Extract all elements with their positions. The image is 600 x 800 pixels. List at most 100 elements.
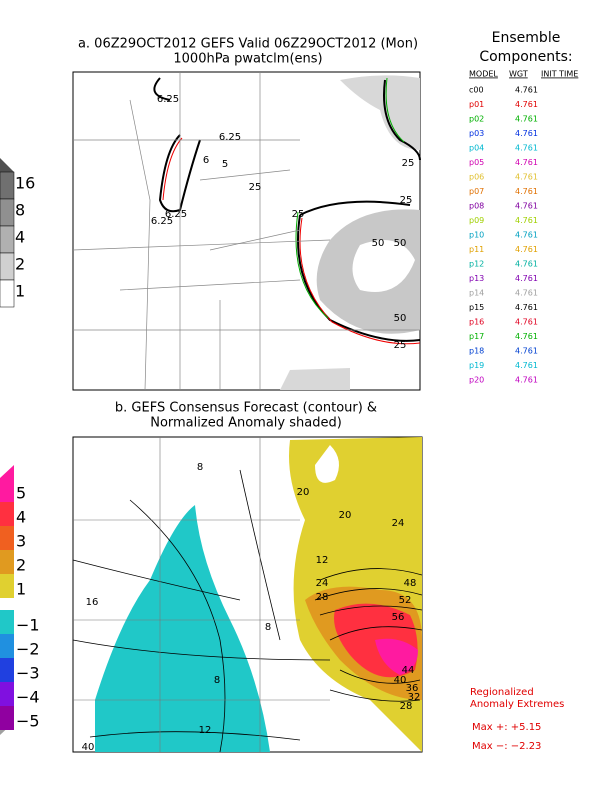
- contour-label: 25: [394, 340, 407, 351]
- contour-label: 5: [222, 159, 228, 170]
- model-name: c00: [469, 86, 484, 95]
- colorbar-cell: [0, 252, 15, 281]
- contour-label: 50: [394, 313, 407, 324]
- weight: 4.761: [515, 86, 538, 95]
- weight: 4.761: [515, 115, 538, 124]
- contour-label: 6.25: [165, 209, 187, 220]
- model-name: p11: [469, 245, 484, 254]
- weight: 4.761: [515, 100, 538, 109]
- title: Normalized Anomaly shaded): [150, 416, 342, 431]
- colorbar-b: [0, 465, 14, 735]
- table-header: INIT TIME: [541, 70, 578, 79]
- colorbar-cell: [0, 198, 15, 227]
- colorbar-cell: [0, 279, 15, 308]
- title: a. 06Z29OCT2012 GEFS Valid 06Z29OCT2012 …: [78, 37, 418, 52]
- colorbar-cell: [0, 658, 14, 682]
- contour-label: 6.25: [151, 216, 173, 227]
- contour-label: 28: [316, 592, 329, 603]
- contour-label: 8: [265, 622, 271, 633]
- table-header: MODEL: [469, 70, 498, 79]
- contour-label: 6: [203, 155, 209, 166]
- colorbar-label: 16: [15, 174, 35, 193]
- weight: 4.761: [515, 347, 538, 356]
- weight: 4.761: [515, 202, 538, 211]
- model-name: p20: [469, 376, 484, 385]
- max-minus: Max −: −2.23: [472, 741, 541, 752]
- weight: 4.761: [515, 245, 538, 254]
- colorbar-cell: [0, 478, 14, 502]
- table-header: WGT: [509, 70, 528, 79]
- colorbar-cell: [0, 706, 14, 730]
- colorbar-label: 4: [16, 508, 26, 527]
- model-name: p16: [469, 318, 484, 327]
- weight: 4.761: [515, 332, 538, 341]
- colorbar-label: 4: [15, 228, 25, 247]
- colorbar-a: [0, 158, 15, 308]
- weight: 4.761: [515, 158, 538, 167]
- contour-label: 25: [400, 195, 413, 206]
- legend-title: Components:: [479, 49, 572, 65]
- model-name: p03: [469, 129, 484, 138]
- legend-title: Ensemble: [492, 30, 561, 46]
- contour-label: 48: [404, 578, 417, 589]
- model-name: p17: [469, 332, 484, 341]
- model-name: p06: [469, 173, 484, 182]
- title: b. GEFS Consensus Forecast (contour) &: [115, 401, 377, 416]
- contour-label: 12: [199, 725, 212, 736]
- model-name: p04: [469, 144, 484, 153]
- colorbar-label: 5: [16, 484, 26, 503]
- contour-label: 52: [399, 595, 412, 606]
- model-name: p05: [469, 158, 484, 167]
- colorbar-label: 2: [16, 556, 26, 575]
- weight: 4.761: [515, 173, 538, 182]
- model-name: p14: [469, 289, 484, 298]
- model-name: p08: [469, 202, 484, 211]
- contour-label: 40: [394, 675, 407, 686]
- model-name: p15: [469, 303, 484, 312]
- colorbar-label: 2: [15, 255, 25, 274]
- contour-label: 50: [372, 238, 385, 249]
- contour-label: 25: [292, 209, 305, 220]
- contour-label: 44: [402, 665, 415, 676]
- colorbar-cell: [0, 502, 14, 526]
- weight: 4.761: [515, 216, 538, 225]
- model-name: p02: [469, 115, 484, 124]
- colorbar-cell: [0, 171, 15, 200]
- model-name: p13: [469, 274, 484, 283]
- contour-label: 8: [197, 462, 203, 473]
- model-name: p10: [469, 231, 484, 240]
- colorbar-cell: [0, 574, 14, 598]
- colorbar-label: −3: [16, 664, 40, 683]
- weight: 4.761: [515, 303, 538, 312]
- weight: 4.761: [515, 318, 538, 327]
- colorbar-label: 1: [15, 282, 25, 301]
- model-name: p19: [469, 361, 484, 370]
- colorbar-label: 1: [16, 580, 26, 599]
- weight: 4.761: [515, 187, 538, 196]
- contour-label: 24: [316, 578, 329, 589]
- weight: 4.761: [515, 260, 538, 269]
- model-name: p18: [469, 347, 484, 356]
- map-a: [72, 71, 421, 391]
- model-name: p07: [469, 187, 484, 196]
- colorbar-cell: [0, 682, 14, 706]
- contour-label: 24: [392, 518, 405, 529]
- colorbar-label: 3: [16, 532, 26, 551]
- contour-label: 28: [400, 701, 413, 712]
- contour-label: 6.25: [219, 132, 241, 143]
- contour-label: 36: [406, 683, 419, 694]
- weight: 4.761: [515, 231, 538, 240]
- weight: 4.761: [515, 144, 538, 153]
- contour-label: 25: [402, 158, 415, 169]
- max-plus: Max +: +5.15: [472, 722, 541, 733]
- colorbar-label: −4: [16, 688, 40, 707]
- colorbar-cell: [0, 225, 15, 254]
- title: 1000hPa pwatclm(ens): [173, 52, 322, 67]
- contour-label: 25: [249, 182, 262, 193]
- model-name: p12: [469, 260, 484, 269]
- colorbar-label: −1: [16, 616, 40, 635]
- colorbar-cell: [0, 610, 14, 634]
- model-name: p09: [469, 216, 484, 225]
- colorbar-cell: [0, 550, 14, 574]
- labels: a. 06Z29OCT2012 GEFS Valid 06Z29OCT2012 …: [15, 30, 578, 753]
